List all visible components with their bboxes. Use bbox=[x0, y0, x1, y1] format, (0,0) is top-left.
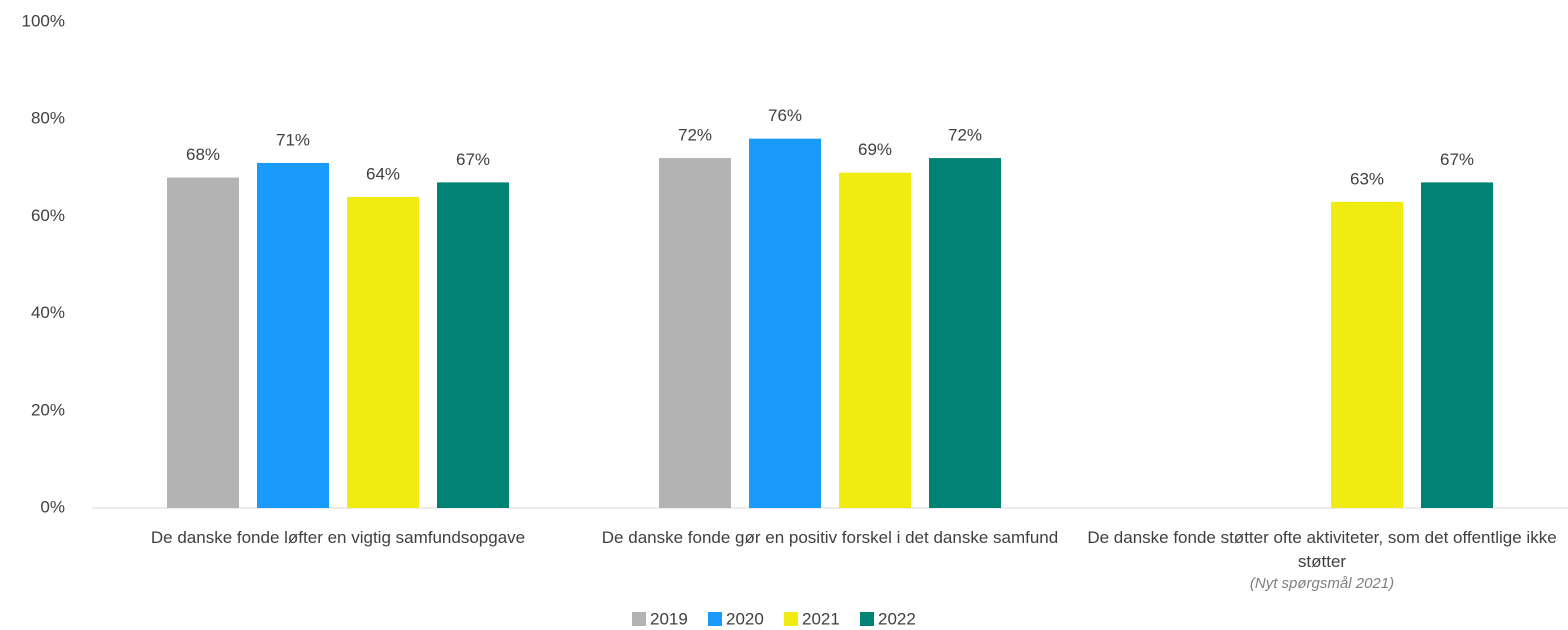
data-label: 67% bbox=[456, 150, 490, 169]
y-tick-label: 100% bbox=[22, 11, 65, 30]
legend-swatch bbox=[708, 612, 722, 626]
legend-swatch bbox=[632, 612, 646, 626]
bar bbox=[1331, 201, 1403, 508]
legend-label: 2022 bbox=[878, 609, 916, 628]
legend-swatch bbox=[784, 612, 798, 626]
legend-label: 2020 bbox=[726, 609, 764, 628]
category-text: De danske fonde gør en positiv forskel i… bbox=[601, 528, 1059, 547]
bar bbox=[1421, 182, 1493, 508]
bar bbox=[929, 158, 1001, 508]
bar bbox=[839, 172, 911, 508]
y-tick-label: 80% bbox=[31, 109, 65, 128]
bar bbox=[257, 162, 329, 508]
bar bbox=[659, 158, 731, 508]
data-label: 64% bbox=[366, 164, 400, 183]
data-label: 71% bbox=[276, 130, 310, 149]
x-tick-label: De danske fonde løfter en vigtig samfund… bbox=[103, 526, 573, 550]
data-label: 63% bbox=[1350, 169, 1384, 188]
data-label: 67% bbox=[1440, 150, 1474, 169]
data-label: 76% bbox=[768, 106, 802, 125]
category-text: De danske fonde løfter en vigtig samfund… bbox=[150, 528, 526, 547]
bar bbox=[347, 196, 419, 508]
legend-label: 2019 bbox=[650, 609, 688, 628]
bar bbox=[437, 182, 509, 508]
data-label: 69% bbox=[858, 140, 892, 159]
data-label: 72% bbox=[948, 126, 982, 145]
data-label: 72% bbox=[678, 126, 712, 145]
y-tick-label: 0% bbox=[40, 497, 65, 516]
category-text: De danske fonde støtter ofte aktiviteter… bbox=[1087, 528, 1557, 571]
annotation: (Nyt spørgsmål 2021) bbox=[1249, 575, 1395, 592]
data-label: 68% bbox=[186, 145, 220, 164]
legend-label: 2021 bbox=[802, 609, 840, 628]
y-tick-label: 40% bbox=[31, 303, 65, 322]
bar bbox=[167, 177, 239, 508]
y-tick-label: 20% bbox=[31, 400, 65, 419]
x-tick-label: De danske fonde gør en positiv forskel i… bbox=[595, 526, 1065, 550]
x-tick-label: De danske fonde støtter ofte aktiviteter… bbox=[1087, 526, 1557, 594]
legend-swatch bbox=[860, 612, 874, 626]
bar bbox=[749, 138, 821, 508]
y-tick-label: 60% bbox=[31, 206, 65, 225]
